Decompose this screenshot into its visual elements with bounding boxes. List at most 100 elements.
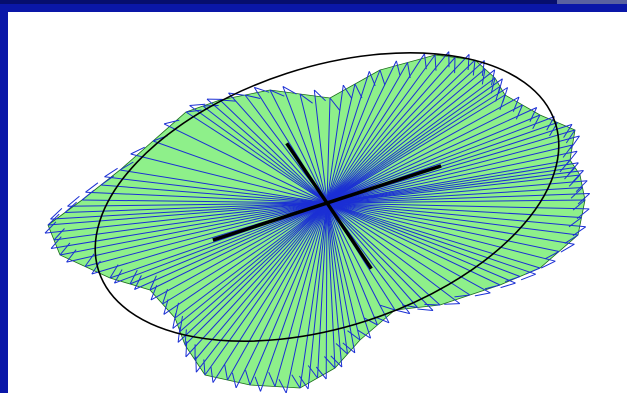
ray-line [326,202,378,326]
ray-line [44,202,328,234]
drawing-canvas[interactable] [8,12,627,393]
ray-barb [224,364,228,381]
ray-barb [278,379,287,393]
ray-barb [467,54,470,71]
ray-line [174,202,328,319]
ray-barb [298,375,309,390]
ray-barb [354,83,363,99]
ray-barb [307,365,318,379]
ray-line [66,202,328,263]
ray-barb [313,89,326,102]
ray-barb [532,114,541,130]
ray-barb [44,221,57,234]
ray-line [163,202,328,315]
ray-line [149,202,328,291]
ray-barb [529,107,538,122]
ray-barb [64,201,77,213]
ray-barb [134,275,142,290]
ray-line [162,202,328,305]
ray-barb [269,89,285,97]
ray-barb [474,292,491,297]
ray-line [189,105,328,204]
ray-barb [417,308,434,311]
ray-line [59,202,328,256]
ray-line [326,202,521,277]
ray-barb [484,284,501,290]
ray-barb [254,86,270,93]
rays-layer [44,51,591,393]
ray-line [184,202,328,346]
ray-barb [67,195,80,207]
ray-barb [210,367,214,383]
ray-line [326,87,508,204]
ray-line [285,202,328,393]
ray-line [326,78,503,204]
ray-barb [177,326,181,343]
ray-barb [565,129,576,144]
ray-barb [570,187,583,199]
ray-line [185,111,328,204]
ray-line [326,202,336,369]
ray-barb [130,146,145,155]
ray-barb [379,69,386,85]
ray-barb [47,213,60,226]
ray-line [47,202,328,226]
ray-barb [562,144,573,158]
ray-barb [342,84,353,99]
ray-line [299,202,328,389]
ray-barb [363,317,378,326]
ray-line [326,202,348,355]
ray-line [326,202,418,308]
ray-barb [50,236,62,249]
ray-barb [85,182,99,193]
ray-barb [505,276,521,283]
ray-line [227,202,328,381]
ray-line [326,85,344,204]
ray-barb [50,208,63,220]
ray-line [326,202,501,286]
ray-line [326,57,456,204]
ray-barb [564,167,576,180]
ray-line [64,202,328,213]
ray-line [326,202,461,304]
ray-barb [560,243,575,253]
ray-line [84,202,328,267]
ray-barb [81,189,95,201]
ray-line [326,144,573,204]
ellipse-layer [94,52,560,342]
ray-barb [577,193,591,205]
ray-line [313,89,328,204]
ray-barb [129,269,138,285]
ray-line [326,159,571,204]
ray-barb [231,372,237,389]
ray-line [307,202,328,390]
ray-line [85,191,328,204]
ray-barb [163,299,169,315]
ray-barb [544,251,560,260]
ray-line [317,202,328,379]
ray-barb [163,119,180,125]
ray-line [326,202,560,252]
ray-line [51,202,328,249]
ray-line [326,107,537,204]
ray-line [326,202,586,228]
ray-line [219,99,328,204]
ray-barb [244,94,261,99]
ray-line [326,71,370,204]
ray-line [326,77,496,204]
ray-line [53,202,328,241]
ray-line [130,153,328,204]
ray-line [195,202,328,373]
ray-line [326,68,486,204]
ray-barb [395,60,401,77]
ray-line [326,162,579,204]
ray-line [326,202,590,210]
ray-barb [53,228,65,241]
ray-line [326,187,583,204]
minor-axis-line [285,142,373,270]
ray-line [326,60,485,204]
ray-barb [184,329,187,346]
ray-line [326,104,523,204]
ray-line [274,202,328,387]
